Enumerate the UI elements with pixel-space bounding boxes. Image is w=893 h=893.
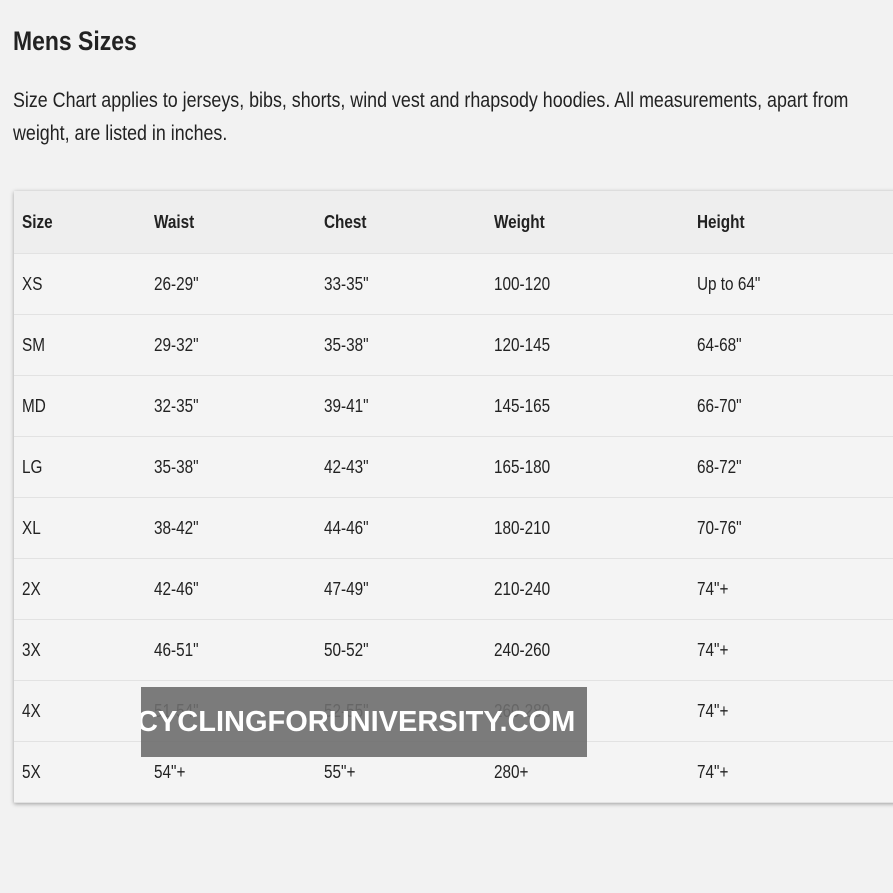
table-row: XL 38-42" 44-46" 180-210 70-76" xyxy=(14,498,893,559)
cell: 68-72" xyxy=(697,456,742,477)
cell: 145-165 xyxy=(494,395,551,416)
cell: 280+ xyxy=(494,761,529,782)
cell: 180-210 xyxy=(494,517,551,538)
table-row: LG 35-38" 42-43" 165-180 68-72" xyxy=(14,437,893,498)
table-row: 5X 54"+ 55"+ 280+ 74"+ xyxy=(14,742,893,803)
cell: 50-52" xyxy=(324,639,369,660)
cell: 42-46" xyxy=(154,578,199,599)
table-row: MD 32-35" 39-41" 145-165 66-70" xyxy=(14,376,893,437)
cell: 165-180 xyxy=(494,456,551,477)
table-row: SM 29-32" 35-38" 120-145 64-68" xyxy=(14,315,893,376)
cell: 54"+ xyxy=(154,761,186,782)
cell: 35-38" xyxy=(324,334,369,355)
column-header: Chest xyxy=(324,211,367,232)
cell: 66-70" xyxy=(697,395,742,416)
column-header: Weight xyxy=(494,211,545,232)
cell: 33-35" xyxy=(324,273,369,294)
cell: 32-35" xyxy=(154,395,199,416)
watermark: CYCLINGFORUNIVERSITY.COM xyxy=(141,687,587,757)
cell: 74"+ xyxy=(697,761,729,782)
cell: 74"+ xyxy=(697,639,729,660)
cell: 3X xyxy=(22,639,41,660)
cell: 100-120 xyxy=(494,273,551,294)
cell: 210-240 xyxy=(494,578,551,599)
table-row: 3X 46-51" 50-52" 240-260 74"+ xyxy=(14,620,893,681)
cell: Up to 64" xyxy=(697,273,761,294)
cell: 35-38" xyxy=(154,456,199,477)
cell: 55"+ xyxy=(324,761,356,782)
title: Mens Sizes xyxy=(13,26,137,56)
cell: 5X xyxy=(22,761,41,782)
cell: 2X xyxy=(22,578,41,599)
column-header: Height xyxy=(697,211,745,232)
description: Size Chart applies to jerseys, bibs, sho… xyxy=(13,89,849,145)
cell: 74"+ xyxy=(697,700,729,721)
cell: 44-46" xyxy=(324,517,369,538)
cell: SM xyxy=(22,334,45,355)
cell: 29-32" xyxy=(154,334,199,355)
table-row: 2X 42-46" 47-49" 210-240 74"+ xyxy=(14,559,893,620)
header-row: Size Waist Chest Weight Height xyxy=(14,191,893,254)
cell: LG xyxy=(22,456,43,477)
cell: 70-76" xyxy=(697,517,742,538)
cell: 4X xyxy=(22,700,41,721)
cell: 47-49" xyxy=(324,578,369,599)
cell: 64-68" xyxy=(697,334,742,355)
cell: 26-29" xyxy=(154,273,199,294)
cell: 240-260 xyxy=(494,639,551,660)
column-header: Waist xyxy=(154,211,195,232)
table-row: XS 26-29" 33-35" 100-120 Up to 64" xyxy=(14,254,893,315)
cell: MD xyxy=(22,395,46,416)
cell: 42-43" xyxy=(324,456,369,477)
cell: XL xyxy=(22,517,41,538)
cell: 120-145 xyxy=(494,334,551,355)
cell: 74"+ xyxy=(697,578,729,599)
cell: 46-51" xyxy=(154,639,199,660)
cell: XS xyxy=(22,273,43,294)
cell: 38-42" xyxy=(154,517,199,538)
cell: 39-41" xyxy=(324,395,369,416)
column-header: Size xyxy=(22,211,53,232)
